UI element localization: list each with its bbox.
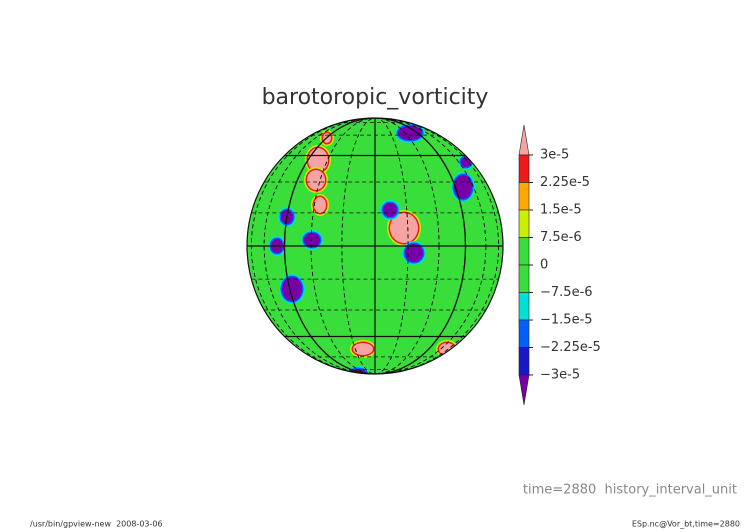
positive-vortex — [353, 343, 373, 355]
colorbar-box — [518, 237, 530, 266]
colorbar-extend-top — [518, 124, 530, 156]
negative-vortex — [304, 233, 320, 247]
colorbar-box — [518, 154, 530, 183]
positive-vortex — [308, 148, 328, 172]
colorbar-label: −1.5e-5 — [540, 313, 593, 328]
meridian — [250, 118, 500, 374]
colorbar-box — [518, 347, 530, 376]
graticule — [247, 118, 503, 374]
colorbar-label: −2.25e-5 — [540, 340, 601, 355]
chart-title: barotoropic_vorticity — [262, 85, 489, 110]
annotation: time=2880 history_interval_unit — [523, 483, 737, 498]
colorbar-label: −3e-5 — [540, 368, 580, 383]
colorbar: 3e-5 2.25e-5 1.5e-5 7.5e-6 0 −7.5e-6 −1.5e-5 −2… — [518, 124, 601, 406]
meridian — [341, 118, 409, 374]
colorbar-box — [518, 264, 530, 293]
colorbar-extend-bottom — [518, 374, 530, 406]
meridian — [310, 118, 440, 374]
colorbar-box — [518, 319, 530, 348]
globe — [246, 117, 504, 375]
globe-outline — [246, 117, 504, 375]
meridian — [263, 118, 487, 374]
colorbar-label: 2.25e-5 — [540, 175, 590, 190]
colorbar-box — [518, 182, 530, 211]
colorbar-box — [518, 292, 530, 321]
colorbar-label: 0 — [540, 258, 548, 273]
negative-vortex — [454, 175, 472, 199]
negative-vortex — [405, 244, 423, 262]
positive-vortex — [307, 170, 325, 190]
colorbar-label: 1.5e-5 — [540, 203, 582, 218]
vortices — [268, 123, 475, 374]
negative-vortex — [461, 157, 471, 167]
positive-vortex — [390, 213, 418, 243]
meridian — [283, 118, 467, 374]
colorbar-label: 7.5e-6 — [540, 230, 582, 245]
positive-vortex — [314, 197, 326, 213]
negative-vortex — [383, 203, 397, 217]
footer-right: ESp.nc@Vor_bt,time=2880 — [632, 520, 740, 529]
negative-vortex — [398, 126, 422, 140]
colorbar-box — [518, 209, 530, 238]
footer-left: /usr/bin/gpview-new 2008-03-06 — [30, 520, 163, 529]
colorbar-label: 3e-5 — [540, 148, 569, 163]
negative-vortex — [282, 277, 302, 301]
colorbar-label: −7.5e-6 — [540, 285, 593, 300]
